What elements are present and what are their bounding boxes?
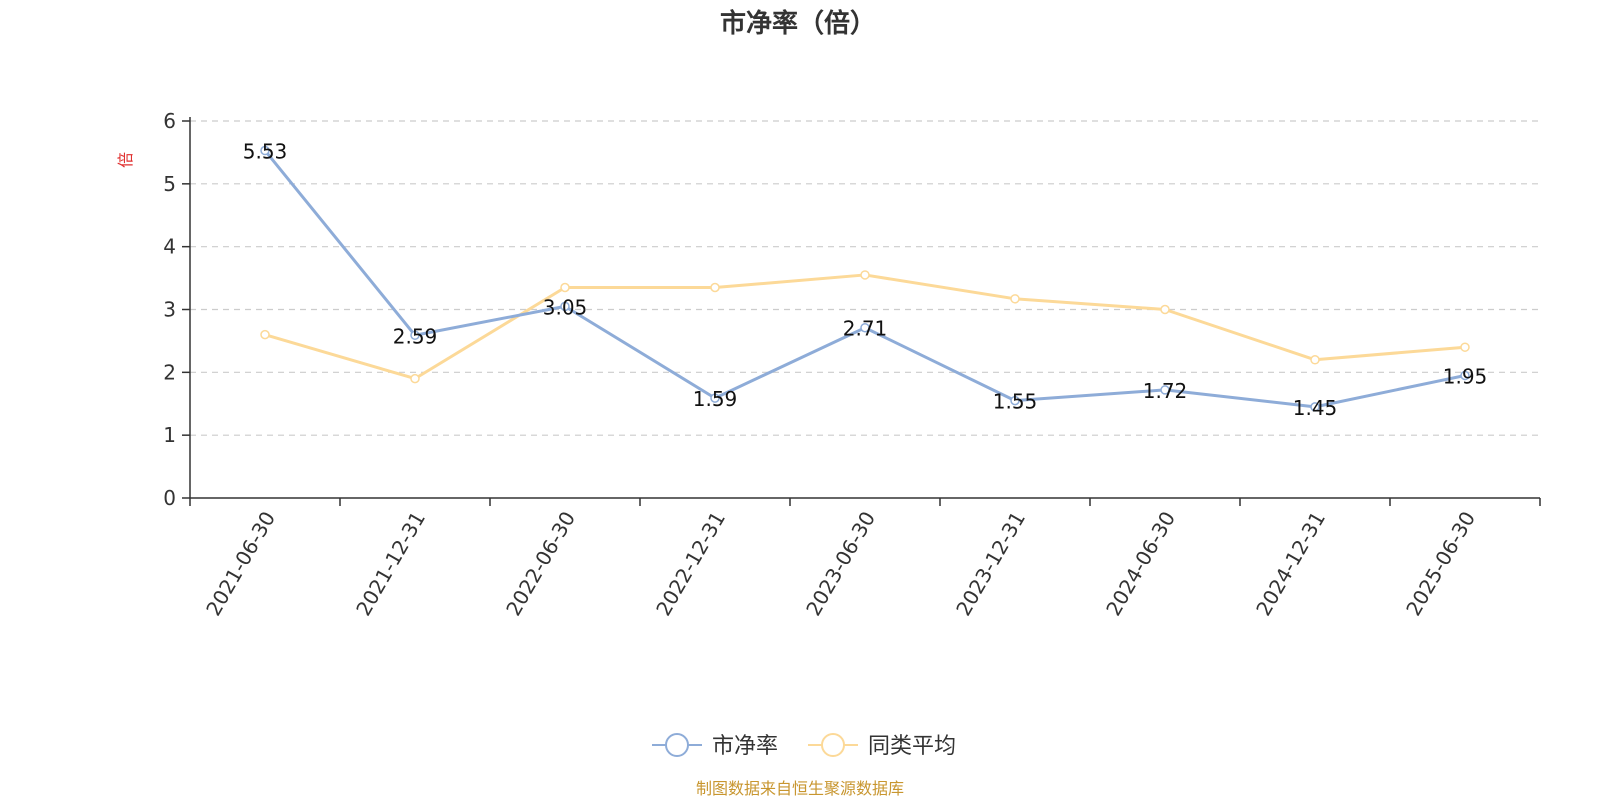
series-point-1 [710,282,720,293]
y-tick-label: 6 [163,109,176,133]
series-point-1 [860,270,870,280]
series-point-0 [560,301,570,312]
data-label: 1.45 [1293,396,1338,420]
x-tick-label: 2025-06-30 [1401,507,1480,620]
y-tick-label: 5 [163,172,176,196]
data-label: 1.72 [1143,379,1188,403]
source-note: 制图数据来自恒生聚源数据库 [696,779,904,798]
axes [182,117,1541,506]
series-point-0 [1310,402,1320,412]
series-point-0 [1160,385,1170,395]
series-point-0 [710,393,720,403]
x-tick-label: 2024-06-30 [1101,507,1180,620]
y-tick-label: 1 [163,423,176,447]
series-point-1 [1160,304,1170,315]
series-point-1 [260,329,270,340]
x-tick-label: 2024-12-31 [1251,507,1330,620]
series-points [260,145,1470,412]
series-point-0 [1460,370,1470,381]
series-point-0 [1010,395,1020,406]
legend-marker [821,733,845,757]
x-tick-label: 2022-12-31 [651,507,730,620]
data-label: 1.55 [993,390,1038,414]
x-axis-tick-labels: 2021-06-30 2021-12-31 2022-06-30 2022-12-31… [201,507,1480,620]
x-tick-label: 2023-06-30 [801,507,880,620]
y-tick-label: 3 [163,298,176,322]
legend-label: 同类平均 [868,734,956,759]
legend-item-1[interactable]: 同类平均 [808,733,956,759]
data-labels: 5.53 2.59 3.05 1.59 2.71 1.55 1.72 1.45 1.95 [243,140,1488,420]
legend-label: 市净率 [712,734,778,759]
legend[interactable]: 市净率 同类平均 [652,733,956,759]
series-point-1 [1460,342,1470,352]
data-label: 2.59 [393,324,438,348]
y-tick-label: 4 [163,235,176,259]
data-label: 2.71 [843,317,888,341]
data-label: 1.95 [1443,364,1488,388]
legend-item-0[interactable]: 市净率 [652,733,778,759]
series-point-1 [1310,355,1320,365]
x-tick-label: 2021-06-30 [201,507,280,620]
series-point-1 [410,373,420,384]
y-tick-label: 0 [163,486,176,510]
x-tick-label: 2021-12-31 [351,507,430,620]
data-label: 1.59 [693,387,738,411]
y-tick-label: 2 [163,360,176,384]
y-axis-tick-labels: 0 1 2 3 4 5 6 [163,109,176,510]
data-label: 3.05 [543,295,588,319]
legend-marker [665,733,689,757]
data-label: 5.53 [243,140,288,164]
x-tick-label: 2023-12-31 [951,507,1030,620]
grid-lines [190,120,1540,436]
x-tick-label: 2022-06-30 [501,507,580,620]
series-point-0 [260,145,270,156]
series-point-1 [560,282,570,293]
y-axis-unit-label: 倍 [116,152,135,168]
series-point-0 [860,322,870,333]
chart-title: 市净率（倍） [720,8,876,39]
series-point-1 [1010,294,1020,304]
series-point-0 [410,330,420,341]
